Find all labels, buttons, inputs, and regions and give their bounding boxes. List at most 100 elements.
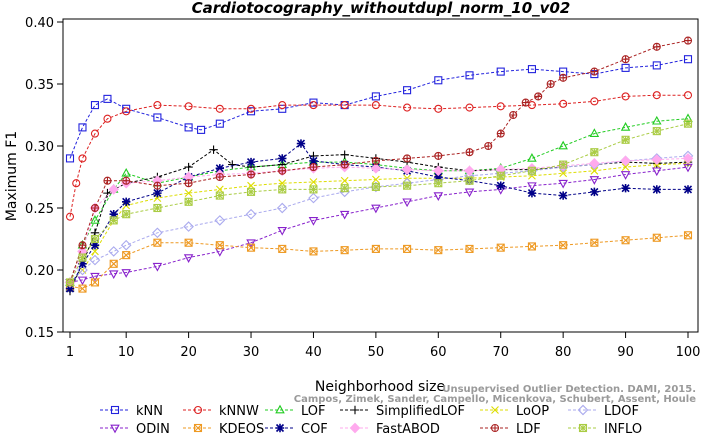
data-point-knnw	[465, 103, 474, 112]
x-axis-label: Neighborhood size	[315, 379, 445, 395]
data-point-kdeos	[184, 238, 193, 247]
data-point-cof	[309, 156, 318, 166]
y-tick-label: 0.40	[25, 16, 54, 31]
legend-label-simplifiedlof: SimplifiedLOF	[376, 404, 465, 419]
data-point-odin	[277, 226, 288, 236]
data-point-knnw	[683, 91, 693, 100]
data-point-cof	[590, 187, 599, 197]
data-point-kdeos	[559, 241, 568, 250]
data-point-loop	[340, 176, 349, 185]
data-point-knn	[434, 76, 443, 85]
data-point-knn	[496, 67, 505, 76]
data-point-knn	[153, 113, 162, 122]
data-point-cof	[109, 210, 118, 219]
data-point-loop	[590, 166, 599, 175]
data-point-simplifiedlof	[228, 160, 237, 169]
data-point-odin	[371, 204, 381, 214]
legend-label-cof: COF	[301, 422, 328, 434]
data-point-inflo	[590, 148, 599, 157]
legend-item-ldof: LDOF	[568, 404, 639, 419]
data-point-fastabod	[651, 154, 663, 165]
data-point-kdeos	[371, 244, 380, 253]
data-point-knnw	[403, 103, 412, 112]
series-knn	[65, 55, 693, 163]
data-point-ldf	[340, 160, 349, 169]
legend-item-knnw: kNNW	[183, 404, 259, 419]
data-point-ldf	[90, 203, 100, 213]
data-point-knn	[278, 104, 287, 113]
data-point-inflo	[278, 185, 287, 194]
legend-marker-odin	[110, 424, 120, 434]
data-point-knnw	[371, 101, 380, 110]
data-point-kdeos	[215, 241, 224, 250]
data-point-cof	[434, 172, 443, 182]
legend-marker-knnw	[193, 405, 203, 415]
data-point-fastabod	[370, 162, 382, 174]
data-point-odin	[121, 269, 131, 278]
data-point-knn	[246, 107, 256, 116]
data-point-ldf	[652, 42, 661, 51]
series-inflo	[65, 119, 693, 287]
data-point-knnw	[559, 99, 568, 108]
data-point-ldf	[153, 181, 162, 190]
data-point-ldof	[89, 254, 101, 266]
data-point-ldof	[152, 227, 163, 239]
x-tick-label: 90	[617, 345, 634, 360]
data-point-cof	[246, 157, 256, 167]
data-point-inflo	[683, 119, 693, 128]
series-layer	[64, 36, 694, 296]
x-tick-label: 80	[555, 345, 572, 360]
data-point-lof	[527, 153, 537, 162]
data-point-lof	[589, 128, 600, 137]
legend-marker-inflo	[578, 423, 588, 433]
data-point-ldf	[559, 73, 568, 82]
x-tick-label: 1	[66, 345, 74, 360]
data-point-knn	[309, 98, 318, 107]
data-point-knn	[65, 154, 75, 163]
series-ldf	[65, 36, 693, 287]
data-point-ldof	[108, 246, 120, 257]
data-point-knn	[371, 92, 380, 101]
data-point-ldf	[246, 170, 256, 179]
legend-marker-fastabod	[349, 422, 361, 434]
data-point-kdeos	[246, 243, 256, 252]
data-point-knn	[103, 94, 112, 103]
data-point-odin	[652, 167, 662, 177]
plot-area-frame	[62, 18, 699, 333]
legend-label-ldof: LDOF	[604, 404, 639, 419]
y-tick-label: 0.30	[25, 140, 54, 155]
data-point-cof	[65, 284, 75, 293]
legend-label-inflo: INFLO	[604, 422, 642, 434]
data-point-cof	[683, 185, 693, 194]
data-point-lof	[90, 215, 100, 224]
data-point-inflo	[309, 185, 318, 194]
data-point-knnw	[590, 97, 599, 106]
data-point-knn	[403, 86, 412, 95]
data-point-knnw	[65, 212, 75, 221]
data-point-odin	[308, 217, 319, 226]
axis-layer: 1 10 20 30 40 50 60 70 80 90 100 0.15 0.20 0.25 0.30 0.…	[25, 16, 700, 360]
data-point-cof	[496, 181, 505, 190]
data-point-odin	[527, 182, 537, 192]
data-point-loop	[184, 189, 193, 198]
data-point-kdeos	[527, 242, 536, 251]
data-point-simplifiedlof	[340, 150, 349, 159]
data-point-loop	[309, 178, 318, 186]
data-point-kdeos	[78, 284, 87, 293]
data-point-inflo	[652, 127, 661, 136]
legend-item-inflo: INFLO	[568, 422, 642, 434]
y-tick-label: 0.20	[25, 264, 54, 279]
data-point-ldf	[546, 79, 555, 89]
data-point-odin	[183, 254, 194, 263]
series-line-fastabod	[69, 157, 689, 283]
legend-item-knn: kNN	[100, 404, 163, 419]
data-point-cof	[121, 197, 131, 206]
data-point-ldof	[214, 215, 226, 226]
data-point-simplifiedlof	[209, 145, 218, 154]
watermark-citation-line-2: Campos, Zimek, Sander, Campello, Micenko…	[294, 394, 696, 405]
x-tick-label: 20	[180, 345, 197, 360]
data-point-fastabod	[108, 184, 120, 195]
data-point-ldf	[509, 110, 518, 120]
data-point-kdeos	[621, 236, 630, 245]
data-point-knn	[122, 104, 131, 113]
